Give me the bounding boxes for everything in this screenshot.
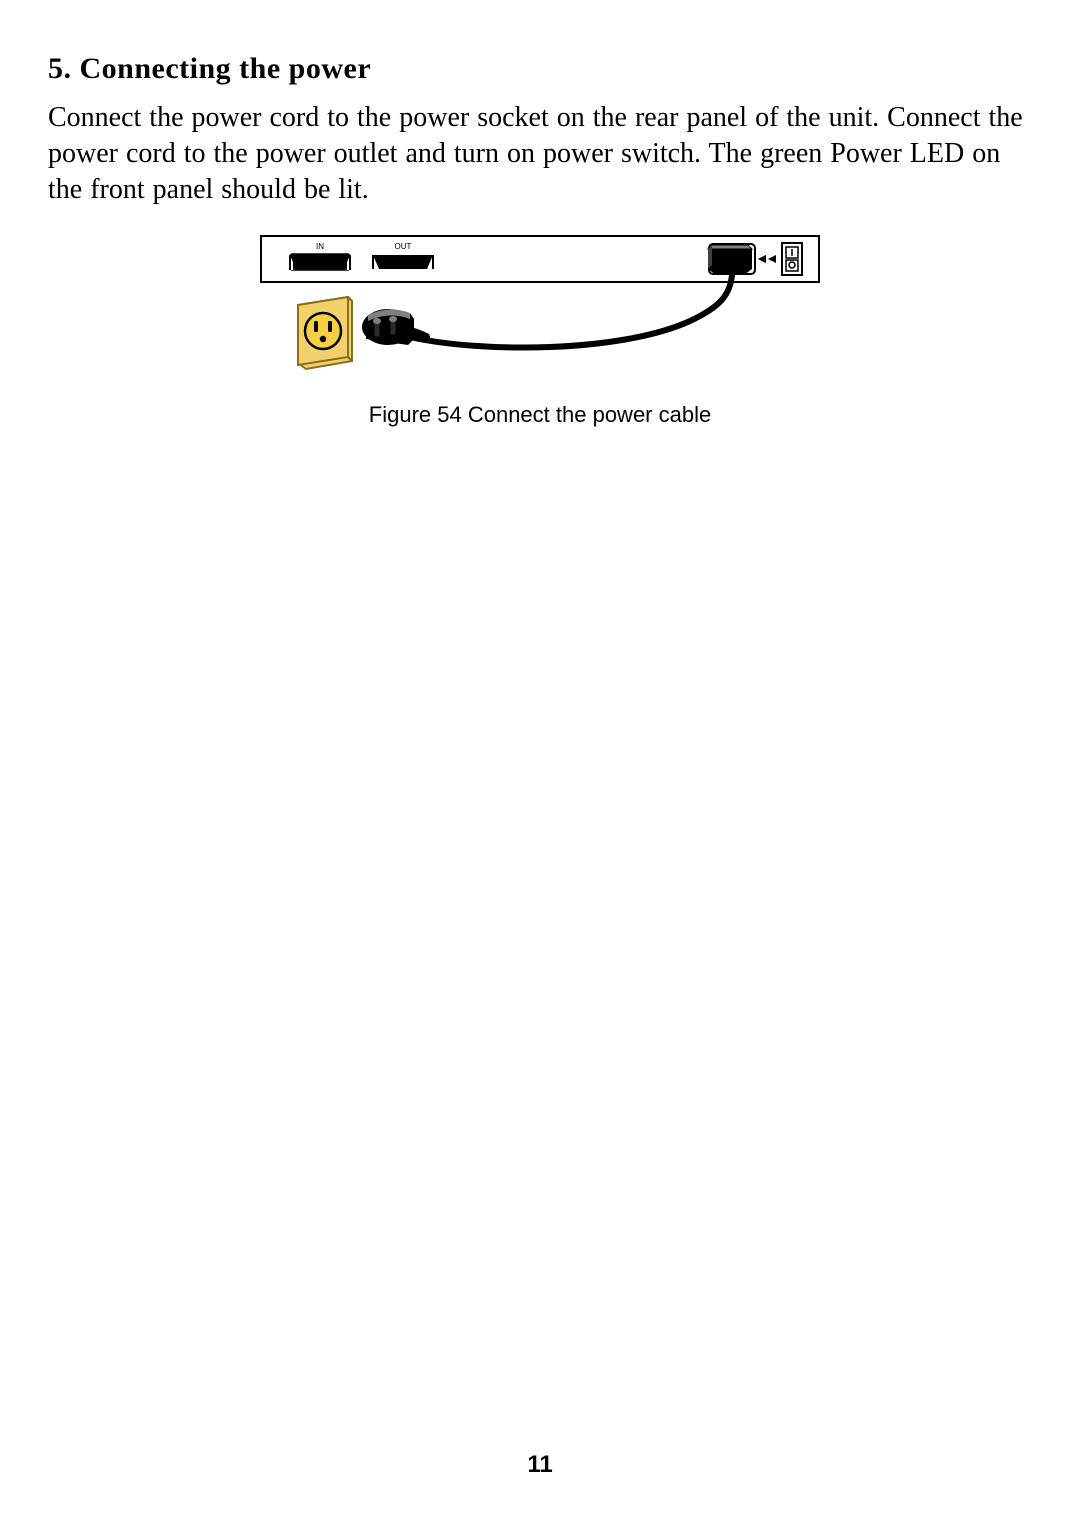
section-heading: 5. Connecting the power — [48, 52, 1032, 86]
wall-outlet-icon — [298, 297, 352, 369]
figure-container: IN — [48, 235, 1032, 428]
page-number: 11 — [0, 1451, 1080, 1479]
port-out-label: OUT — [395, 242, 412, 251]
port-in-label: IN — [316, 242, 324, 251]
power-connection-diagram: IN — [260, 235, 820, 380]
section-body-text: Connect the power cord to the power sock… — [48, 100, 1032, 207]
port-out-icon — [373, 255, 433, 269]
figure-caption: Figure 54 Connect the power cable — [369, 402, 711, 428]
iec-connector-icon — [708, 245, 752, 275]
power-switch-icon — [782, 243, 802, 275]
port-in-icon — [288, 254, 352, 270]
document-page: 5. Connecting the power Connect the powe… — [0, 0, 1080, 1521]
